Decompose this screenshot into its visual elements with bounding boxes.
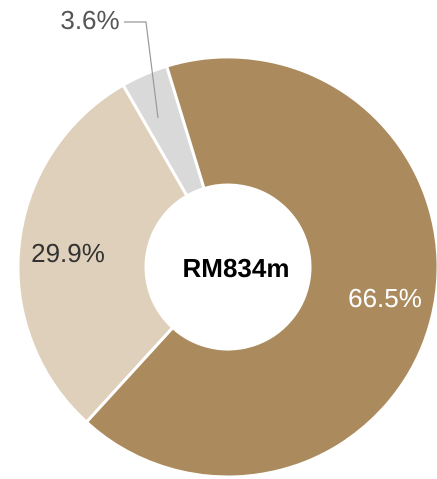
data-label: 3.6% <box>60 5 119 35</box>
donut-slice <box>16 83 190 425</box>
donut-slice <box>121 64 206 199</box>
leader-line <box>124 21 159 119</box>
donut-slice <box>84 55 437 479</box>
center-label: RM834m <box>183 253 290 283</box>
data-label: 29.9% <box>31 238 105 268</box>
data-label: 66.5% <box>348 283 422 313</box>
